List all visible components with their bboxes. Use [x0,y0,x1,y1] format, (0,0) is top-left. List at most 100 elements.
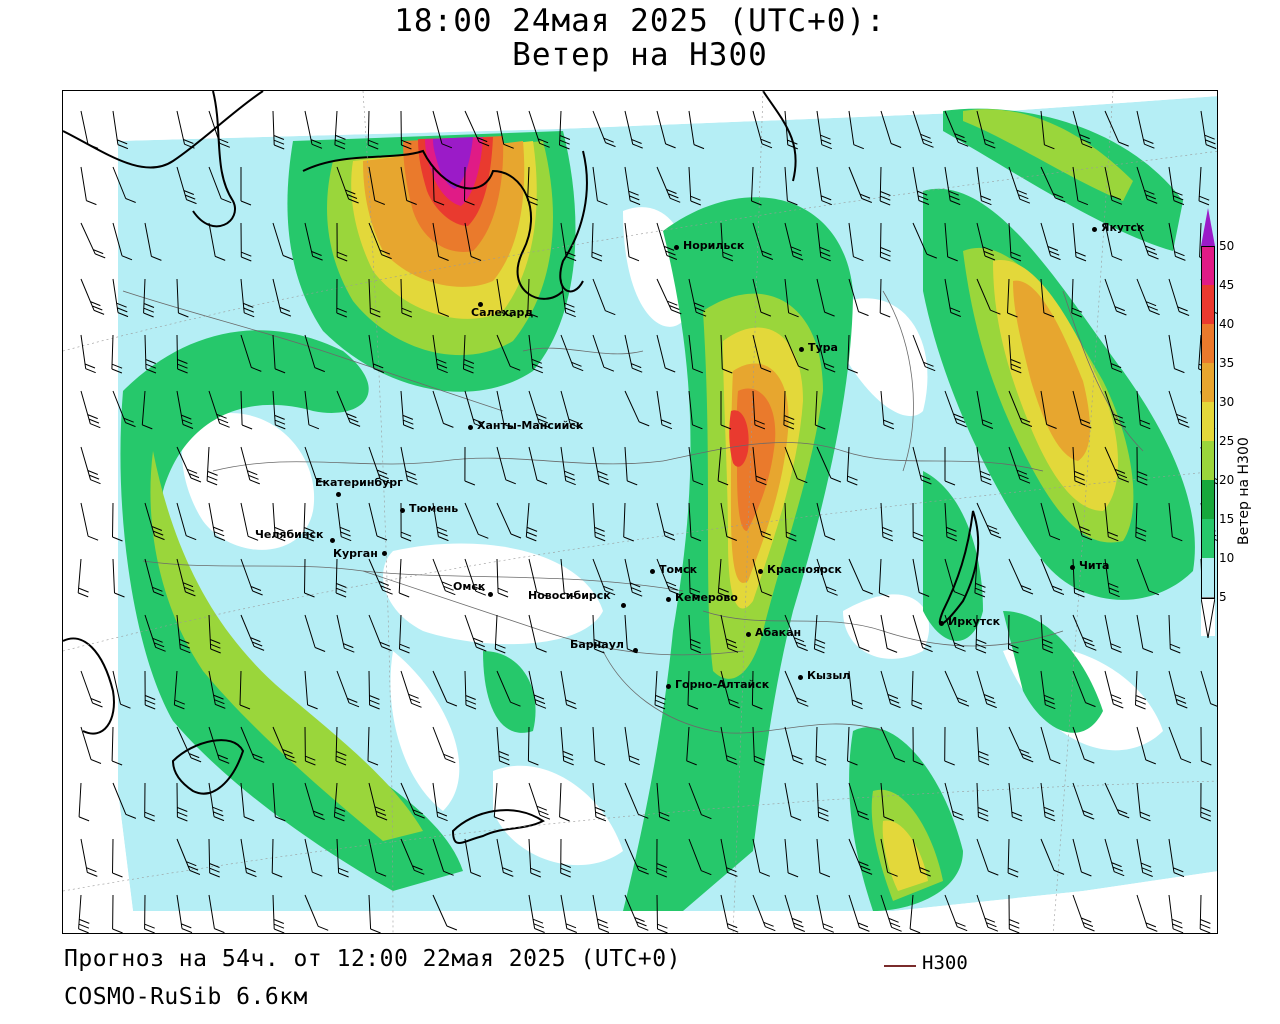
city-label: Ханты-Мансийск [477,419,584,432]
wind-map: Норильск Якутск Салехард Тура Ханты-Манс… [62,90,1218,934]
wind-barb [1072,726,1095,764]
wind-barb [816,838,831,878]
wind-band-15 [1003,611,1103,733]
wind-barb [80,726,102,764]
wind-barb [1168,334,1185,374]
wind-barb [912,838,931,877]
city-dot [633,648,638,653]
wind-barb [624,110,643,149]
wind-barb [336,166,359,204]
wind-barb [208,670,226,709]
wind-barb [112,670,131,709]
wind-barb [912,334,936,372]
wind-barb [464,110,490,147]
wind-barb [432,222,449,261]
wind-barb [144,334,157,374]
wind-barb [814,390,826,430]
wind-barb [208,110,230,148]
wind-barb [464,614,487,652]
wind-barb [399,614,410,654]
wind-band-20 [963,109,1133,201]
wind-barb [1104,670,1124,709]
wind-barb [304,838,323,877]
wind-barb [496,278,513,318]
city-label: Челябинск [255,528,324,541]
wind-band-15 [483,651,536,733]
wind-barb [432,670,458,707]
colorbar-tick-label: 30 [1219,395,1235,409]
wind-barb [1104,558,1120,598]
city-label: Салехард [471,306,534,319]
wind-barb [240,446,260,485]
wind-barb [1072,614,1097,651]
wind-field-svg [63,91,1217,933]
wind-barb [141,390,153,430]
wind-barb [400,670,422,708]
colorbar-cell [1201,285,1215,324]
colorbar-tip [1201,208,1215,246]
wind-barb [303,502,315,542]
wind-barb [1072,894,1095,932]
wind-barb [1040,222,1061,261]
calm-area [493,765,623,866]
wind-barb [208,614,221,654]
wind-band-45 [729,410,749,467]
wind-barb [816,558,838,596]
wind-barb [752,726,765,766]
title-line-2: Ветер на H300 [512,37,768,73]
wind-barb [432,166,445,206]
wind-barb [368,614,392,652]
calm-area [182,413,315,550]
wind-barb [816,782,829,822]
wind-barb [464,502,489,539]
wind-barb [751,670,763,710]
wind-barb [656,334,676,373]
wind-barb [1072,502,1093,541]
calm-area [383,543,603,645]
wind-barb [176,446,202,483]
wind-barb [848,558,873,595]
wind-barb [623,502,634,542]
wind-barb [496,390,515,429]
wind-barb [208,222,226,261]
wind-barb [816,502,836,541]
wind-barb [528,446,548,485]
legend-line-label: H300 [922,952,968,974]
city-label: Курган [333,547,378,560]
wind-barb [1168,278,1190,316]
wind-barb [240,726,265,763]
wind-barb [432,390,454,428]
wind-barb [176,558,196,597]
colorbar-tick-label: 5 [1219,590,1227,604]
wind-barb [624,390,650,427]
wind-barb [240,838,257,878]
wind-band-15 [120,330,463,891]
wind-barb [112,222,133,261]
wind-barb [784,782,802,821]
wind-barb [752,278,772,317]
wind-barb [1135,502,1147,542]
wind-barb [688,390,703,430]
city-label: Кемерово [675,591,738,604]
wind-barb [752,502,773,541]
wind-barb [592,502,606,542]
title-line-1: 18:00 24мая 2025 (UTC+0): [394,3,886,39]
wind-barb [80,334,96,374]
wind-barb [976,670,997,709]
wind-barb [304,446,327,484]
wind-barb [912,446,932,485]
wind-barb [368,446,391,484]
wind-barb [880,614,898,653]
city-label: Абакан [755,626,802,639]
wind-barb [144,782,155,822]
wind-barb [1008,894,1020,933]
wind-barb [1168,222,1186,261]
wind-barb [560,838,571,878]
city-dot [1070,565,1075,570]
wind-barb [464,670,477,710]
wind-barb [333,782,346,822]
wind-barb [624,446,638,486]
wind-barb [880,782,895,822]
wind-barb [367,110,379,150]
wind-barb [944,110,969,147]
